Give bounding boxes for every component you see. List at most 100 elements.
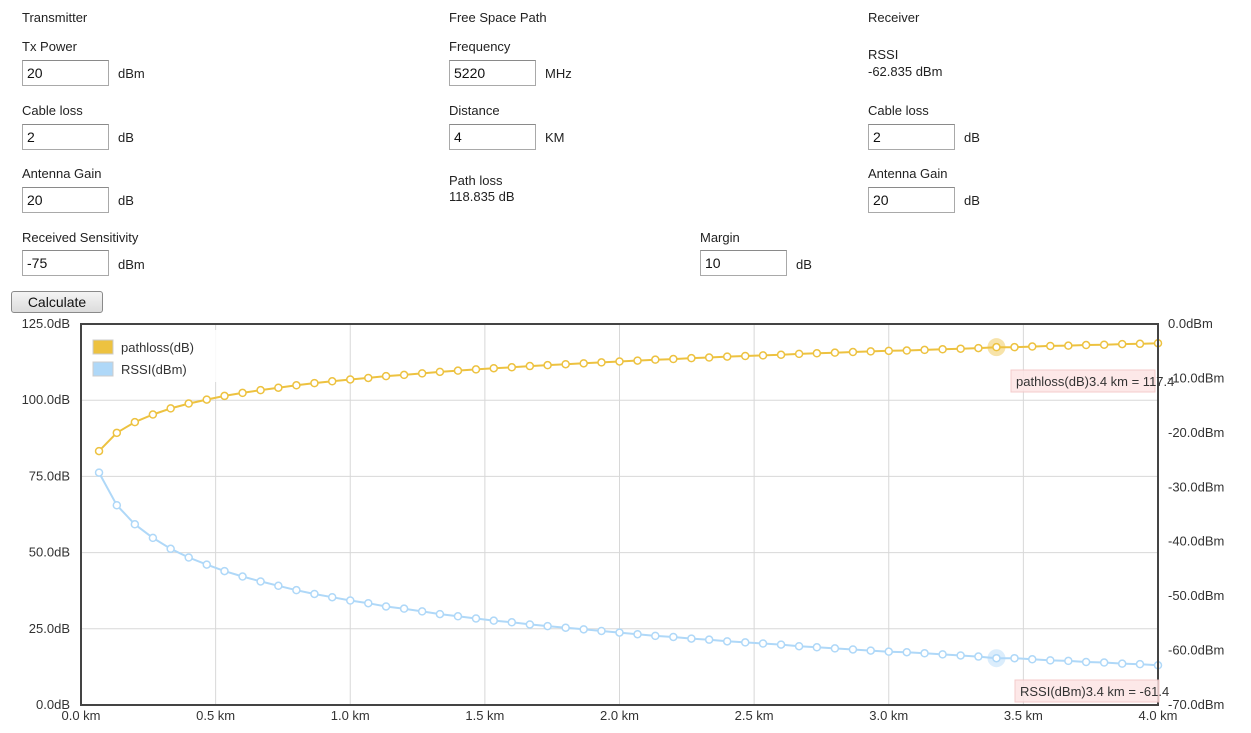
x-tick-label: 0.5 km — [196, 708, 235, 723]
x-tick-label: 3.0 km — [869, 708, 908, 723]
tx-cable-loss-input[interactable] — [22, 124, 109, 150]
tx-power-input[interactable] — [22, 60, 109, 86]
data-point — [1117, 339, 1127, 349]
data-point — [435, 609, 445, 619]
legend: pathloss(dB) RSSI(dBm) — [87, 330, 223, 382]
data-point — [794, 641, 804, 651]
data-point — [364, 373, 373, 383]
data-point — [866, 646, 875, 655]
data-point — [758, 639, 768, 648]
plot-frame — [80, 323, 1159, 706]
y-right-tick-label: -70.0dBm — [1168, 697, 1224, 712]
data-point — [1117, 659, 1127, 668]
data-point — [1064, 656, 1073, 666]
data-point — [956, 651, 965, 660]
tooltip-box — [1010, 369, 1156, 393]
data-point — [166, 404, 175, 413]
path-loss-chart: 0.0 km 0.5 km 1.0 km 1.5 km 2.0 km 2.5 km 3.0 … — [22, 318, 1225, 723]
tx-antenna-gain-input[interactable] — [22, 187, 109, 213]
data-point — [956, 344, 965, 353]
data-point — [489, 363, 499, 373]
data-point — [489, 616, 499, 625]
data-point — [256, 577, 265, 586]
data-point — [902, 346, 912, 355]
margin-input[interactable] — [700, 250, 787, 276]
x-tick-label: 1.5 km — [465, 708, 504, 723]
rx-antenna-gain-input[interactable] — [868, 187, 955, 213]
data-point — [902, 647, 912, 657]
data-point — [112, 500, 122, 510]
data-point — [938, 345, 947, 354]
tx-cable-loss-unit: dB — [118, 130, 134, 145]
data-point — [292, 585, 301, 595]
data-point — [687, 634, 696, 643]
x-tick-label: 0.0 km — [61, 708, 100, 723]
data-point — [938, 650, 947, 659]
tooltip: pathloss(dB)3.4 km = 117.4 — [1010, 369, 1174, 393]
tooltip-box — [1014, 679, 1160, 703]
data-point — [238, 388, 247, 398]
data-point — [417, 607, 427, 616]
rx-cable-loss-label: Cable loss — [868, 103, 929, 118]
y-right-tick-label: -60.0dBm — [1168, 643, 1224, 658]
data-point — [220, 566, 229, 576]
data-point — [238, 572, 247, 581]
data-point — [399, 604, 409, 613]
data-point — [112, 428, 122, 438]
data-point — [615, 628, 624, 637]
free-space-title: Free Space Path — [449, 10, 547, 25]
path-loss-label: Path loss — [449, 173, 503, 188]
rx-cable-loss-input[interactable] — [868, 124, 955, 150]
data-point — [561, 623, 570, 632]
y-left-tick-label: 50.0dB — [29, 545, 70, 560]
y-right-tick-label: -40.0dBm — [1168, 534, 1224, 549]
y-left-tick-label: 75.0dB — [29, 468, 70, 483]
calculate-button[interactable]: Calculate — [11, 291, 103, 313]
data-point — [184, 553, 193, 562]
data-point — [812, 643, 822, 652]
data-point — [166, 544, 175, 554]
legend-swatch — [92, 361, 114, 377]
data-point — [776, 350, 786, 360]
data-point — [651, 631, 660, 641]
y-right-tick-label: -10.0dBm — [1168, 370, 1224, 385]
data-point — [292, 381, 301, 390]
received-sensitivity-unit: dBm — [118, 257, 145, 272]
tx-antenna-gain-label: Antenna Gain — [22, 166, 102, 181]
data-point — [704, 635, 714, 644]
data-point — [1081, 657, 1091, 667]
frequency-input[interactable] — [449, 60, 536, 86]
data-point — [130, 417, 140, 427]
data-point — [1028, 655, 1037, 664]
rssi-value: -62.835 dBm — [868, 64, 943, 79]
data-point — [399, 370, 409, 380]
data-point — [722, 637, 732, 646]
distance-label: Distance — [449, 103, 500, 118]
path-loss-value: 118.835 dB — [449, 189, 515, 204]
data-point — [148, 533, 158, 543]
distance-input[interactable] — [449, 124, 536, 150]
data-point — [1081, 340, 1091, 350]
data-point — [202, 560, 211, 569]
frequency-unit: MHz — [545, 66, 572, 81]
data-point — [256, 385, 265, 395]
data-point — [974, 343, 983, 353]
data-point — [687, 353, 696, 363]
data-point — [1064, 341, 1073, 350]
data-point — [381, 602, 391, 611]
x-tick-label: 2.0 km — [600, 708, 639, 723]
data-point — [525, 361, 535, 371]
data-point — [1046, 341, 1055, 351]
data-point — [884, 346, 893, 356]
data-point — [1099, 340, 1109, 349]
data-point — [1010, 653, 1019, 663]
data-point — [507, 363, 517, 372]
data-point — [794, 349, 804, 359]
received-sensitivity-input[interactable] — [22, 250, 109, 276]
data-point — [471, 614, 481, 623]
margin-unit: dB — [796, 257, 812, 272]
data-point — [669, 632, 678, 642]
data-point — [453, 612, 463, 621]
y-right-tick-label: -50.0dBm — [1168, 588, 1224, 603]
data-point — [1099, 658, 1109, 667]
